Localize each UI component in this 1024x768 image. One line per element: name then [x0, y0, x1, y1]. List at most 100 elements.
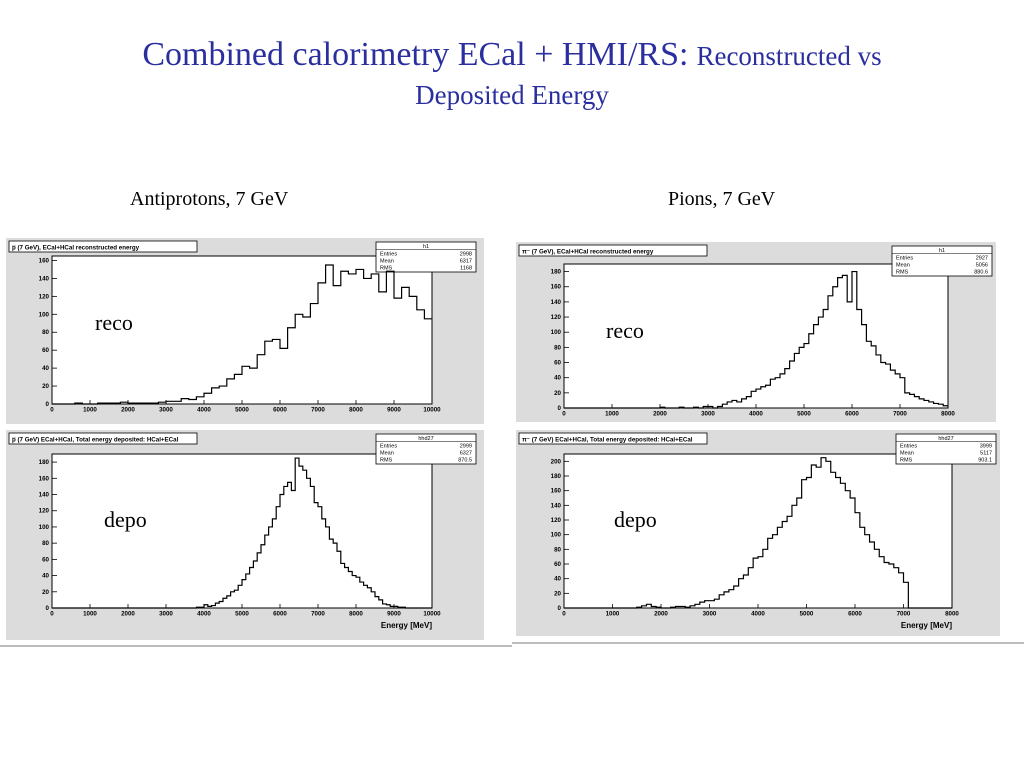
y-tick-label: 160: [39, 475, 50, 482]
x-tick-label: 6000: [273, 611, 287, 618]
y-tick-label: 200: [551, 458, 562, 465]
x-tick-label: 6000: [845, 411, 859, 418]
stats-name: hhd27: [418, 436, 433, 442]
histogram-title: p̅ (7 GeV), ECal+HCal reconstructed ener…: [12, 245, 140, 252]
label-depo-antiproton: depo: [104, 507, 147, 532]
x-tick-label: 4000: [197, 611, 211, 618]
y-tick-label: 60: [42, 556, 49, 563]
histogram-title-box: π⁻ (7 GeV) ECal+HCal, Total energy depos…: [518, 432, 708, 445]
y-tick-label: 120: [551, 314, 562, 321]
separator-line-right: [512, 642, 1024, 644]
stats-key: RMS: [896, 270, 909, 276]
y-tick-label: 60: [554, 360, 561, 367]
histogram-line: [52, 264, 432, 405]
histogram-line: [52, 457, 432, 609]
stats-box: h1 Entries 2927 Mean 5056 RMS 880.6: [891, 245, 993, 277]
histogram-title: π⁻ (7 GeV), ECal+HCal reconstructed ener…: [522, 249, 654, 256]
y-tick-label: 160: [39, 257, 50, 264]
histogram-title-box: π⁻ (7 GeV), ECal+HCal reconstructed ener…: [518, 244, 708, 257]
y-tick-label: 0: [46, 605, 50, 612]
x-tick-label: 0: [50, 407, 54, 414]
plot-area: [51, 255, 433, 405]
histogram-title: p̅ (7 GeV) ECal+HCal, Total energy depos…: [12, 437, 179, 444]
y-tick-label: 100: [551, 329, 562, 336]
y-tick-label: 0: [558, 405, 562, 412]
x-tick-label: 2000: [121, 611, 135, 618]
y-tick-label: 60: [554, 561, 561, 568]
histogram-svg: p̅ (7 GeV) ECal+HCal, Total energy depos…: [8, 432, 477, 630]
slide-title-sub: Reconstructed vs: [696, 41, 882, 71]
y-tick-label: 40: [554, 375, 561, 382]
label-depo-pion: depo: [614, 507, 657, 532]
y-tick-label: 140: [551, 502, 562, 509]
x-tick-label: 3000: [159, 611, 173, 618]
stats-box-frame: [375, 241, 477, 273]
x-tick-label: 2000: [653, 411, 667, 418]
stats-value: 1168: [460, 266, 472, 272]
y-tick-label: 40: [42, 573, 49, 580]
stats-name: hhd27: [938, 436, 953, 442]
x-axis-label: Energy [MeV]: [381, 621, 432, 630]
y-tick-label: 40: [42, 365, 49, 372]
stats-key: Entries: [380, 444, 397, 450]
y-tick-label: 0: [558, 605, 562, 612]
histogram-title-box: p̅ (7 GeV) ECal+HCal, Total energy depos…: [8, 432, 198, 445]
x-tick-label: 2000: [121, 407, 135, 414]
separator-line-left: [0, 645, 512, 647]
stats-key: RMS: [900, 458, 913, 464]
x-tick-label: 10000: [423, 407, 441, 414]
y-tick-label: 140: [551, 299, 562, 306]
x-tick-label: 9000: [387, 611, 401, 618]
x-tick-label: 4000: [197, 407, 211, 414]
stats-key: Entries: [900, 444, 917, 450]
y-tick-label: 0: [46, 401, 50, 408]
stats-name: h1: [423, 244, 429, 250]
histogram-svg: π⁻ (7 GeV) ECal+HCal, Total energy depos…: [518, 432, 997, 630]
stats-value: 870.5: [458, 458, 472, 464]
x-tick-label: 7000: [311, 407, 325, 414]
slide-title: Combined calorimetry ECal + HMI/RS: Reco…: [0, 36, 1024, 111]
y-tick-label: 120: [39, 293, 50, 300]
column-label-pions: Pions, 7 GeV: [668, 188, 776, 210]
x-tick-label: 5000: [800, 611, 814, 618]
y-tick-label: 160: [551, 284, 562, 291]
x-tick-label: 1000: [83, 407, 97, 414]
histogram-title: π⁻ (7 GeV) ECal+HCal, Total energy depos…: [522, 437, 693, 444]
x-tick-label: 0: [50, 611, 54, 618]
y-tick-label: 120: [551, 517, 562, 524]
x-tick-label: 7000: [893, 411, 907, 418]
title-box-frame: [518, 432, 708, 445]
x-axis-label: Energy [MeV]: [901, 621, 952, 630]
stats-value: 2927: [976, 256, 988, 262]
y-tick-label: 20: [554, 590, 561, 597]
plot-area: [563, 453, 953, 609]
y-tick-label: 20: [554, 390, 561, 397]
x-tick-label: 9000: [387, 407, 401, 414]
y-tick-label: 80: [42, 540, 49, 547]
stats-value: 5117: [980, 451, 992, 457]
stats-value: 3999: [980, 444, 992, 450]
stats-value: 903.1: [978, 458, 992, 464]
x-tick-label: 8000: [941, 411, 955, 418]
x-tick-label: 3000: [701, 411, 715, 418]
chart-antiproton-reco: p̅ (7 GeV), ECal+HCal reconstructed ener…: [6, 238, 484, 424]
x-tick-label: 4000: [751, 611, 765, 618]
stats-key: Mean: [380, 451, 394, 457]
y-tick-label: 80: [554, 546, 561, 553]
histogram-svg: π⁻ (7 GeV), ECal+HCal reconstructed ener…: [518, 244, 993, 418]
stats-key: Mean: [900, 451, 914, 457]
histogram-line: [564, 457, 952, 609]
slide-title-main: Combined calorimetry ECal + HMI/RS:: [142, 36, 689, 73]
stats-box: h1 Entries 2998 Mean 6317 RMS 1168: [375, 241, 477, 273]
stats-value: 6327: [460, 451, 472, 457]
stats-box: hhd27 Entries 3999 Mean 5117 RMS 903.1: [895, 433, 997, 465]
x-tick-label: 3000: [703, 611, 717, 618]
y-tick-label: 80: [554, 344, 561, 351]
x-tick-label: 10000: [423, 611, 441, 618]
stats-key: Mean: [380, 259, 394, 265]
x-tick-label: 4000: [749, 411, 763, 418]
title-box-frame: [8, 240, 198, 253]
x-tick-label: 5000: [797, 411, 811, 418]
label-reco-pion: reco: [606, 318, 644, 343]
stats-value: 2998: [460, 252, 472, 258]
